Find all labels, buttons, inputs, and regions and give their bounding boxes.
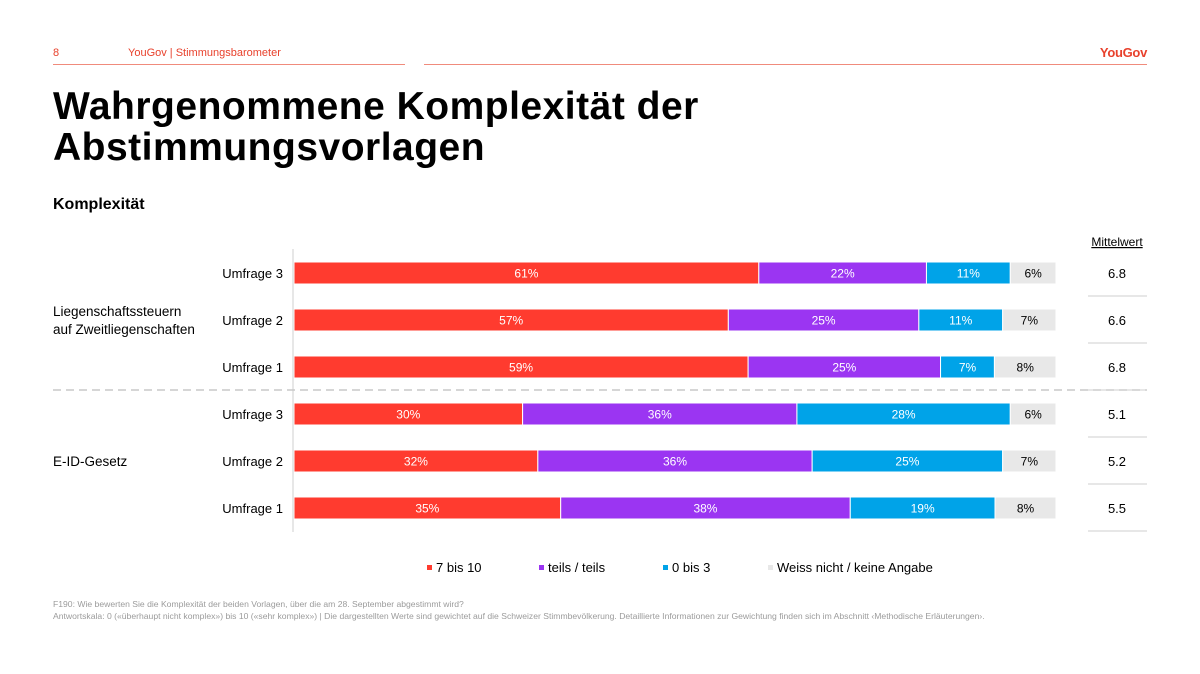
legend-label: 7 bis 10 bbox=[436, 560, 482, 575]
data-label: 7% bbox=[1021, 455, 1039, 469]
data-label: 36% bbox=[648, 408, 672, 422]
data-label: 25% bbox=[812, 314, 836, 328]
row-label: Umfrage 3 bbox=[222, 266, 283, 281]
data-label: 22% bbox=[831, 267, 855, 281]
data-label: 25% bbox=[832, 361, 856, 375]
header-divider-left bbox=[53, 64, 405, 65]
data-label: 7% bbox=[1021, 314, 1039, 328]
bar-segment bbox=[1009, 402, 1057, 426]
group-label: E-ID-Gesetz bbox=[53, 454, 128, 469]
data-label: 28% bbox=[892, 408, 916, 422]
mean-value: 5.1 bbox=[1108, 407, 1126, 422]
data-label: 19% bbox=[911, 502, 935, 516]
legend-label: 0 bis 3 bbox=[672, 560, 711, 575]
bar-segment bbox=[1009, 261, 1057, 285]
legend-swatch bbox=[539, 565, 544, 570]
legend-label: teils / teils bbox=[548, 560, 606, 575]
chart-subtitle: Komplexität bbox=[53, 196, 145, 213]
legend-swatch bbox=[768, 565, 773, 570]
header-source: YouGov | Stimmungsbarometer bbox=[128, 47, 281, 59]
data-label: 38% bbox=[693, 502, 717, 516]
bar-segment bbox=[1002, 308, 1057, 332]
data-label: 36% bbox=[663, 455, 687, 469]
legend-item: Weiss nicht / keine Angabe bbox=[768, 560, 933, 575]
mean-header: Mittelwert bbox=[1091, 235, 1143, 249]
data-label: 6% bbox=[1024, 267, 1042, 281]
legend-item: 0 bis 3 bbox=[663, 560, 710, 575]
row-label: Umfrage 2 bbox=[222, 313, 283, 328]
data-label: 6% bbox=[1024, 408, 1042, 422]
footnote: F190: Wie bewerten Sie die Komplexität d… bbox=[53, 598, 985, 622]
data-label: 32% bbox=[404, 455, 428, 469]
bar-segment bbox=[994, 496, 1057, 520]
row-label: Umfrage 3 bbox=[222, 407, 283, 422]
bar-segment bbox=[993, 355, 1057, 379]
legend-label: Weiss nicht / keine Angabe bbox=[777, 560, 933, 575]
data-label: 57% bbox=[499, 314, 523, 328]
row-label: Umfrage 2 bbox=[222, 454, 283, 469]
data-label: 61% bbox=[514, 267, 538, 281]
data-label: 25% bbox=[895, 455, 919, 469]
data-label: 7% bbox=[959, 361, 977, 375]
mean-value: 5.5 bbox=[1108, 501, 1126, 516]
data-label: 11% bbox=[957, 267, 980, 281]
data-label: 8% bbox=[1017, 361, 1035, 375]
row-label: Umfrage 1 bbox=[222, 360, 283, 375]
mean-value: 6.8 bbox=[1108, 360, 1126, 375]
mean-value: 5.2 bbox=[1108, 454, 1126, 469]
data-label: 59% bbox=[509, 361, 533, 375]
data-label: 11% bbox=[949, 314, 972, 328]
row-label: Umfrage 1 bbox=[222, 501, 283, 516]
page-number: 8 bbox=[53, 47, 60, 59]
legend-item: 7 bis 10 bbox=[427, 560, 482, 575]
yougov-logo: YouGov bbox=[1099, 45, 1147, 60]
chart-legend: 7 bis 10 teils / teils 0 bis 3 Weiss nicht … bbox=[0, 560, 1200, 580]
footnote-scale: Antwortskala: 0 («überhaupt nicht komple… bbox=[53, 611, 985, 621]
footnote-question: F190: Wie bewerten Sie die Komplexität d… bbox=[53, 599, 464, 609]
legend-item: teils / teils bbox=[539, 560, 605, 575]
page-title: Wahrgenommene Komplexität der Abstimmung… bbox=[53, 85, 699, 169]
mean-value: 6.8 bbox=[1108, 266, 1126, 281]
data-label: 35% bbox=[415, 502, 439, 516]
mean-value: 6.6 bbox=[1108, 313, 1126, 328]
bar-segment bbox=[1002, 449, 1057, 473]
header-divider-right bbox=[424, 64, 1147, 65]
data-label: 30% bbox=[396, 408, 420, 422]
legend-swatch bbox=[427, 565, 432, 570]
legend-swatch bbox=[663, 565, 668, 570]
group-label: Liegenschaftssteuern bbox=[53, 304, 181, 319]
group-label: auf Zweitliegenschaften bbox=[53, 322, 195, 337]
data-label: 8% bbox=[1017, 502, 1035, 516]
